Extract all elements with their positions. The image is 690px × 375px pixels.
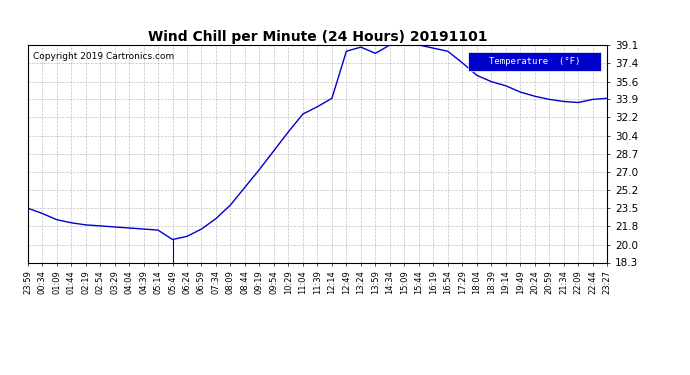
FancyBboxPatch shape	[468, 51, 602, 71]
Text: Temperature  (°F): Temperature (°F)	[489, 57, 580, 66]
Text: Copyright 2019 Cartronics.com: Copyright 2019 Cartronics.com	[33, 51, 175, 60]
Title: Wind Chill per Minute (24 Hours) 20191101: Wind Chill per Minute (24 Hours) 2019110…	[148, 30, 487, 44]
